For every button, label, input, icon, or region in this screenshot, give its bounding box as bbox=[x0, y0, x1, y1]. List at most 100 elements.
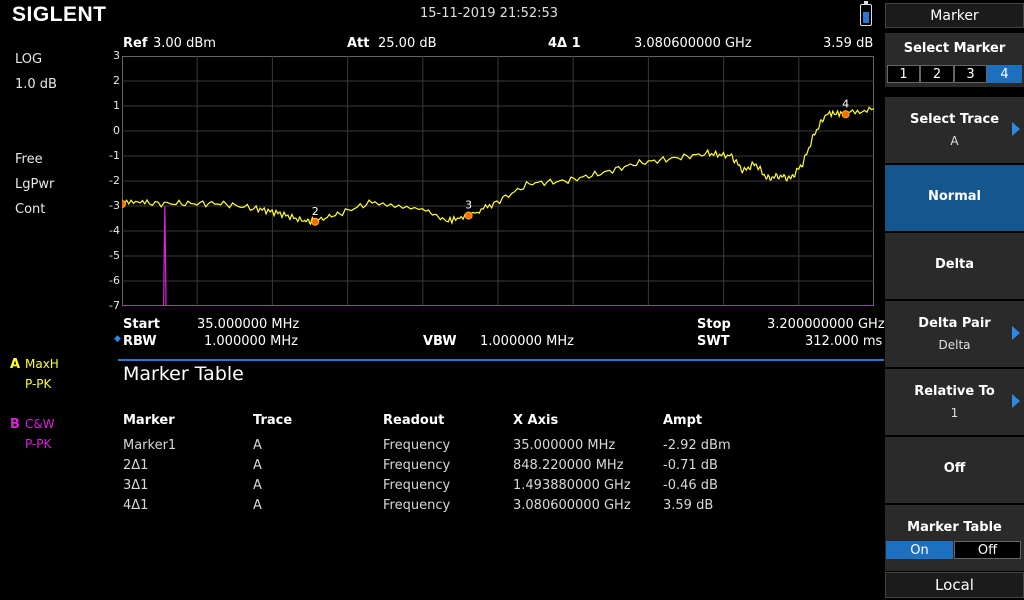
trace-b-mode: C&W bbox=[25, 417, 55, 431]
marker-table-cell: Frequency bbox=[383, 438, 451, 453]
start-value: 35.000000 MHz bbox=[197, 317, 300, 332]
y-tick-label: 1 bbox=[113, 99, 120, 112]
marker-table-cell: A bbox=[253, 498, 262, 513]
marker-table-cell: Frequency bbox=[383, 478, 451, 493]
relative-to-key[interactable]: Relative To 1 bbox=[885, 369, 1024, 435]
marker-table-key[interactable]: Marker Table bbox=[885, 505, 1024, 571]
marker-table-cell: 3Δ1 bbox=[123, 478, 149, 493]
trace-a-letter[interactable]: A bbox=[10, 357, 21, 372]
off-key[interactable]: Off bbox=[885, 437, 1024, 503]
spectrum-plot[interactable]: 2 3 4 bbox=[122, 56, 874, 306]
marker-table-cell: 35.000000 MHz bbox=[513, 438, 616, 453]
y-tick-label: -5 bbox=[109, 249, 120, 262]
marker-table-cell: Marker1 bbox=[123, 438, 177, 453]
delta-key[interactable]: Delta bbox=[885, 233, 1024, 299]
marker-table-header: Trace bbox=[253, 413, 293, 428]
marker-table-header: Readout bbox=[383, 413, 445, 428]
submenu-arrow-icon bbox=[1012, 326, 1020, 340]
rbw-label[interactable]: RBW bbox=[123, 334, 157, 349]
marker-label: 4 bbox=[842, 97, 849, 110]
marker-table-cell: A bbox=[253, 458, 262, 473]
att-value: 25.00 dB bbox=[378, 36, 437, 51]
sweep-mode: Cont bbox=[15, 202, 46, 217]
marker-table-cell: -0.46 dB bbox=[663, 478, 718, 493]
marker-table-header: Marker bbox=[123, 413, 175, 428]
select-trace-value: A bbox=[950, 134, 959, 148]
marker-table-off[interactable]: Off bbox=[954, 541, 1021, 559]
vbw-label[interactable]: VBW bbox=[423, 334, 457, 349]
marker-point bbox=[841, 110, 850, 119]
active-marker-freq: 3.080600000 GHz bbox=[634, 36, 752, 51]
submenu-arrow-icon bbox=[1012, 122, 1020, 136]
marker-table-cell: Frequency bbox=[383, 458, 451, 473]
select-trace-key[interactable]: Select Trace A bbox=[885, 97, 1024, 163]
detector: LgPwr bbox=[15, 177, 55, 192]
y-tick-label: 2 bbox=[113, 74, 120, 87]
start-label[interactable]: Start bbox=[123, 317, 160, 332]
marker-table-cell: Frequency bbox=[383, 498, 451, 513]
rbw-value: 1.000000 MHz bbox=[204, 334, 298, 349]
ref-label[interactable]: Ref bbox=[123, 36, 148, 51]
usb-icon bbox=[860, 1, 872, 26]
marker-table-title: Marker Table bbox=[123, 363, 244, 385]
marker-label: 2 bbox=[312, 205, 319, 218]
date-time: 15-11-2019 21:52:53 bbox=[420, 6, 559, 21]
select-marker-label: Select Marker bbox=[903, 41, 1006, 56]
marker-option-1[interactable]: 1 bbox=[887, 65, 920, 83]
select-trace-label: Select Trace bbox=[909, 112, 1000, 127]
trace-b-detector: P-PK bbox=[25, 437, 52, 451]
off-label: Off bbox=[943, 461, 966, 476]
softkey-panel: Marker Select Marker 1 2 3 4 Select Trac… bbox=[885, 0, 1024, 600]
y-tick-label: -2 bbox=[109, 174, 120, 187]
scale-type: LOG bbox=[15, 52, 43, 67]
trace-b-line bbox=[122, 205, 874, 306]
marker-table-cell: 3.080600000 GHz bbox=[513, 498, 631, 513]
delta-pair-value: Delta bbox=[938, 338, 971, 352]
marker-point bbox=[311, 217, 320, 226]
trace-a-line bbox=[122, 106, 874, 226]
marker-option-3[interactable]: 3 bbox=[954, 65, 987, 83]
siglent-logo: SIGLENT bbox=[12, 3, 107, 26]
swt-label[interactable]: SWT bbox=[697, 334, 730, 349]
swt-value: 312.000 ms bbox=[805, 334, 883, 349]
local-button[interactable]: Local bbox=[885, 572, 1024, 598]
marker-table-cell: 1.493880000 GHz bbox=[513, 478, 631, 493]
marker-table-cell: 2Δ1 bbox=[123, 458, 149, 473]
att-label[interactable]: Att bbox=[347, 36, 370, 51]
y-tick-label: -1 bbox=[109, 149, 120, 162]
marker-table-cell: 848.220000 MHz bbox=[513, 458, 624, 473]
normal-key[interactable]: Normal bbox=[885, 165, 1024, 231]
trace-b-letter[interactable]: B bbox=[10, 417, 20, 432]
trace-a-detector: P-PK bbox=[25, 377, 52, 391]
marker-table-key-label: Marker Table bbox=[907, 520, 1002, 535]
ref-value: 3.00 dBm bbox=[153, 36, 216, 51]
marker-option-4[interactable]: 4 bbox=[987, 65, 1022, 83]
scale-div: 1.0 dB bbox=[15, 77, 57, 92]
marker-table-divider bbox=[118, 359, 884, 361]
delta-pair-key[interactable]: Delta Pair Delta bbox=[885, 301, 1024, 367]
y-tick-label: 0 bbox=[113, 124, 120, 137]
vbw-value: 1.000000 MHz bbox=[480, 334, 574, 349]
normal-label: Normal bbox=[928, 189, 981, 204]
submenu-arrow-icon bbox=[1012, 394, 1020, 408]
marker-table-cell: -2.92 dBm bbox=[663, 438, 731, 453]
marker-table-cell: A bbox=[253, 478, 262, 493]
delta-label: Delta bbox=[934, 257, 975, 272]
y-tick-label: -7 bbox=[109, 299, 120, 312]
marker-table-cell: 4Δ1 bbox=[123, 498, 149, 513]
marker-option-2[interactable]: 2 bbox=[920, 65, 954, 83]
marker-table-header: X Axis bbox=[513, 413, 559, 428]
marker-table-cell: -0.71 dB bbox=[663, 458, 718, 473]
active-marker-id: 4Δ 1 bbox=[548, 36, 581, 51]
marker-table-cell: 3.59 dB bbox=[663, 498, 714, 513]
marker-table-on[interactable]: On bbox=[886, 541, 953, 559]
stop-label[interactable]: Stop bbox=[697, 317, 731, 332]
y-tick-label: 3 bbox=[113, 49, 120, 62]
marker-table-header: Ampt bbox=[663, 413, 703, 428]
marker-point bbox=[464, 211, 473, 220]
trace-a-mode: MaxH bbox=[25, 357, 59, 371]
y-tick-label: -6 bbox=[109, 274, 120, 287]
trigger-mode: Free bbox=[15, 152, 43, 167]
menu-title: Marker bbox=[885, 3, 1024, 28]
rbw-coupling-icon: ◆ bbox=[114, 334, 121, 344]
